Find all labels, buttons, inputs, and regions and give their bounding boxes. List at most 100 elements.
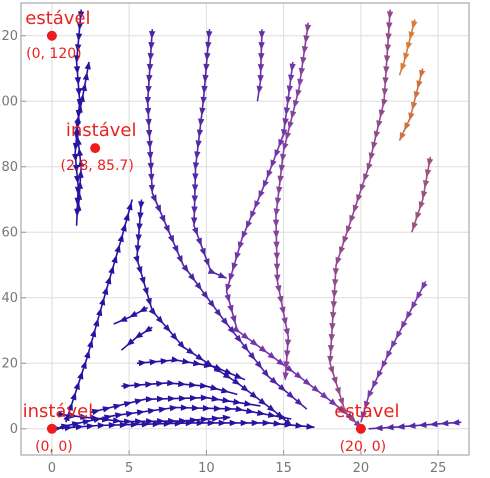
streamline — [113, 305, 149, 325]
arrowhead — [152, 420, 161, 428]
arrowhead — [119, 421, 128, 429]
arrowhead — [232, 325, 241, 333]
arrowhead — [124, 418, 133, 425]
arrowhead — [340, 407, 349, 416]
arrowhead — [282, 142, 289, 152]
equilibrium-coord-label: (0, 120) — [26, 46, 81, 62]
arrowhead — [245, 220, 252, 230]
arrowhead — [349, 214, 356, 224]
arrowhead — [192, 173, 199, 182]
arrowhead — [278, 164, 286, 173]
arrowhead — [90, 414, 100, 422]
arrowhead — [440, 420, 449, 427]
arrowhead — [180, 404, 189, 411]
arrowhead — [201, 85, 208, 94]
arrowhead — [102, 406, 111, 413]
streamline — [368, 419, 462, 432]
arrowhead — [203, 63, 210, 72]
arrowhead — [288, 74, 295, 83]
arrowhead — [158, 406, 167, 413]
arrowhead — [76, 104, 83, 113]
arrowhead — [123, 382, 132, 390]
arrowhead — [112, 417, 122, 424]
arrowhead — [408, 112, 415, 121]
arrowhead — [383, 55, 391, 64]
y-tick-label: 120 — [0, 29, 18, 44]
arrowhead — [332, 268, 340, 277]
arrowhead — [282, 118, 289, 127]
arrowhead — [195, 237, 202, 247]
arrowhead — [220, 387, 230, 394]
arrowhead — [224, 294, 231, 303]
arrowhead — [241, 343, 249, 352]
arrowhead — [75, 191, 83, 200]
arrowhead — [234, 251, 241, 261]
arrowhead — [86, 423, 95, 430]
arrowhead — [74, 115, 81, 124]
arrowhead — [196, 129, 204, 138]
x-tick-label: 25 — [430, 461, 447, 476]
arrowhead — [405, 311, 413, 320]
arrowhead — [320, 391, 329, 400]
arrowhead — [90, 328, 97, 338]
arrowhead — [196, 419, 205, 427]
arrowhead — [145, 129, 153, 138]
arrowhead — [77, 371, 84, 380]
arrowhead — [363, 173, 370, 182]
arrowhead — [241, 332, 250, 340]
arrowhead — [206, 30, 213, 40]
arrowhead — [155, 315, 164, 324]
arrowhead — [134, 382, 143, 389]
arrowhead — [289, 63, 296, 72]
arrowhead — [191, 206, 198, 215]
arrowhead — [267, 351, 276, 360]
arrowhead — [258, 345, 268, 353]
arrowhead — [381, 98, 388, 108]
arrowhead — [192, 359, 202, 367]
arrowhead — [174, 420, 183, 427]
arrowhead — [386, 350, 393, 359]
arrowhead — [163, 420, 172, 427]
equilibrium-marker — [46, 30, 57, 41]
equilibrium-marker — [46, 423, 57, 434]
arrowhead — [383, 66, 390, 75]
arrowhead — [125, 410, 135, 418]
arrowhead — [176, 255, 183, 264]
arrowhead — [258, 53, 265, 62]
y-tick-label: 20 — [1, 356, 18, 371]
arrowhead — [138, 305, 148, 313]
streamline — [327, 9, 394, 428]
arrowhead — [170, 332, 178, 341]
arrowhead — [276, 358, 285, 366]
arrowhead — [295, 89, 302, 98]
arrowhead — [267, 411, 277, 418]
arrowhead — [282, 372, 289, 381]
equilibrium-point: estável (0, 120) — [25, 8, 90, 62]
arrowhead — [335, 256, 342, 266]
arrowhead — [292, 99, 300, 109]
arrowhead — [274, 197, 282, 206]
arrowhead — [167, 395, 176, 402]
arrowhead — [240, 419, 249, 427]
arrowhead — [281, 129, 288, 138]
arrowhead — [251, 419, 260, 427]
equilibrium-point: estável (20, 0) — [334, 401, 399, 455]
arrowhead — [257, 75, 264, 84]
arrowhead — [191, 404, 200, 412]
arrowhead — [76, 147, 84, 157]
arrowhead — [390, 340, 398, 349]
arrowhead — [139, 276, 146, 286]
arrowhead — [273, 420, 282, 427]
arrowhead — [270, 159, 277, 168]
arrowhead — [75, 33, 83, 42]
arrowhead — [230, 315, 237, 324]
arrowhead — [113, 403, 122, 410]
arrowhead — [145, 396, 154, 403]
equilibrium-coord-label: (20, 0) — [340, 439, 387, 455]
arrowhead — [222, 397, 231, 404]
streamline — [136, 356, 246, 381]
arrowhead — [135, 234, 142, 243]
arrowhead — [327, 345, 335, 354]
arrowhead — [200, 394, 209, 401]
